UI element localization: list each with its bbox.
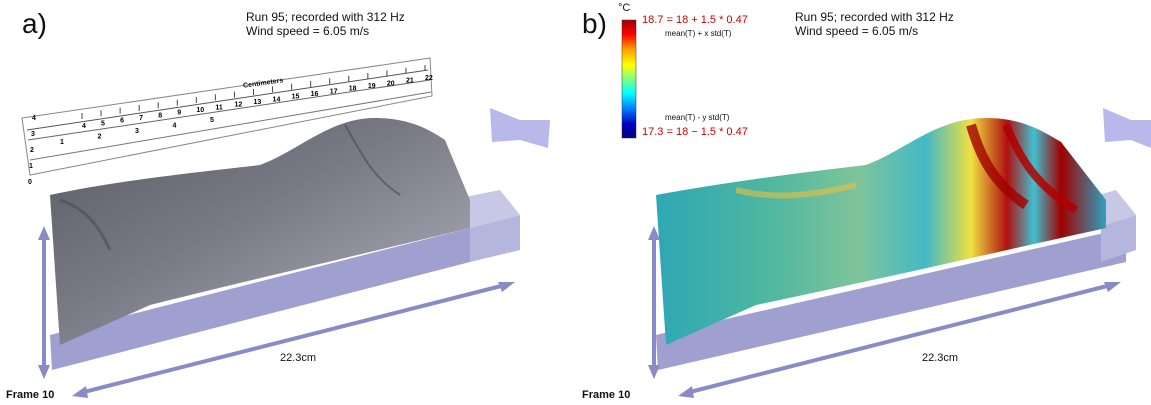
ruler-side-label: 2 — [30, 147, 34, 154]
colorbar-unit: °C — [618, 2, 631, 14]
wind-speed-info: Wind speed = 6.05 m/s — [246, 24, 370, 38]
ruler-tick-label-bottom: 4 — [173, 123, 177, 130]
ruler-tick-label: 8 — [158, 112, 162, 119]
ruler-side-label: 4 — [32, 115, 36, 122]
length-label: 22.3cm — [280, 352, 317, 364]
ruler-tick-label: 22 — [425, 75, 433, 82]
wind-direction-arrow — [490, 108, 550, 148]
ruler-tick-label-bottom: 2 — [98, 134, 102, 141]
ruler-tick-label: 7 — [139, 115, 143, 122]
frame-label: Frame 10 — [6, 389, 55, 401]
ruler-tick-label: 9 — [177, 110, 181, 117]
ruler-tick-label: 14 — [273, 96, 281, 103]
ruler-side-label: 0 — [28, 179, 32, 186]
vertical-axis-arrow-b — [648, 226, 660, 379]
ruler-tick-label: 12 — [234, 102, 242, 109]
panel-a-info: Run 95; recorded with 312 Hz Wind speed … — [246, 10, 405, 38]
ruler-tick-label: 17 — [330, 88, 338, 95]
ruler-tick-label: 21 — [406, 78, 414, 85]
block-front-face-b — [656, 228, 1126, 370]
panel-a: 4 5 6 7 8 9 10 11 12 13 14 15 16 17 18 19 20 21 22 1 2 3 4 5 4 3 2… — [0, 0, 575, 405]
block-end-face — [470, 215, 520, 262]
colorbar-max-formula: mean(T) + x std(T) — [665, 29, 732, 38]
panel-b-info: Run 95; recorded with 312 Hz Wind speed … — [795, 10, 954, 38]
water-surface-gray — [50, 118, 470, 345]
ruler-tick-label: 5 — [101, 120, 105, 127]
vertical-axis-arrow — [38, 226, 50, 379]
ruler-tick-label: 19 — [368, 83, 376, 90]
colorbar — [621, 19, 637, 139]
length-axis-arrow — [72, 282, 515, 398]
block-end-face-b — [1101, 215, 1136, 262]
length-axis-arrow-b — [678, 282, 1121, 398]
panel-a-label: a) — [22, 8, 47, 39]
wind-direction-arrow-b — [1103, 108, 1151, 148]
ruler-tick-label-bottom: 5 — [210, 117, 214, 124]
colorbar-min-text: 17.3 = 18 − 1.5 * 0.47 — [642, 126, 748, 138]
ruler-tick-label: 18 — [349, 86, 357, 93]
ruler-tick-label: 4 — [82, 123, 86, 130]
ruler-tick-label: 13 — [254, 99, 262, 106]
wind-speed-info-b: Wind speed = 6.05 m/s — [795, 24, 919, 38]
panel-b-graphic — [621, 19, 1151, 398]
panel-b: b) °C 18.7 = 18 + 1.5 * 0.47 mean(T) + x… — [576, 0, 1151, 405]
ruler-tick-label: 6 — [120, 118, 124, 125]
panel-a-graphic: 4 5 6 7 8 9 10 11 12 13 14 15 16 17 18 19 20 21 2212345432… — [21, 57, 550, 398]
ruler-tick-label: 20 — [387, 80, 395, 87]
ruler: 4 5 6 7 8 9 10 11 12 13 14 15 16 17 18 19 20 21 2212345432… — [21, 57, 433, 186]
run-info: Run 95; recorded with 312 Hz — [246, 10, 405, 24]
ruler-tick-label: 11 — [215, 104, 223, 111]
colorbar-min-formula: mean(T) - y std(T) — [665, 113, 730, 122]
ruler-tick-label-bottom: 1 — [60, 139, 64, 146]
ruler-tick-label: 15 — [292, 94, 300, 101]
frame-label-b: Frame 10 — [582, 389, 631, 401]
length-label-b: 22.3cm — [922, 352, 959, 364]
ruler-tick-label: 10 — [196, 107, 204, 114]
ruler-side-label: 3 — [31, 131, 35, 138]
ruler-tick-label-bottom: 3 — [135, 128, 139, 135]
ruler-tick-label: 16 — [311, 91, 319, 98]
colorbar-max-text: 18.7 = 18 + 1.5 * 0.47 — [642, 14, 748, 26]
block-front-face — [50, 228, 470, 370]
ruler-side-label: 1 — [29, 163, 33, 170]
panel-b-label: b) — [582, 8, 607, 39]
run-info-b: Run 95; recorded with 312 Hz — [795, 10, 954, 24]
